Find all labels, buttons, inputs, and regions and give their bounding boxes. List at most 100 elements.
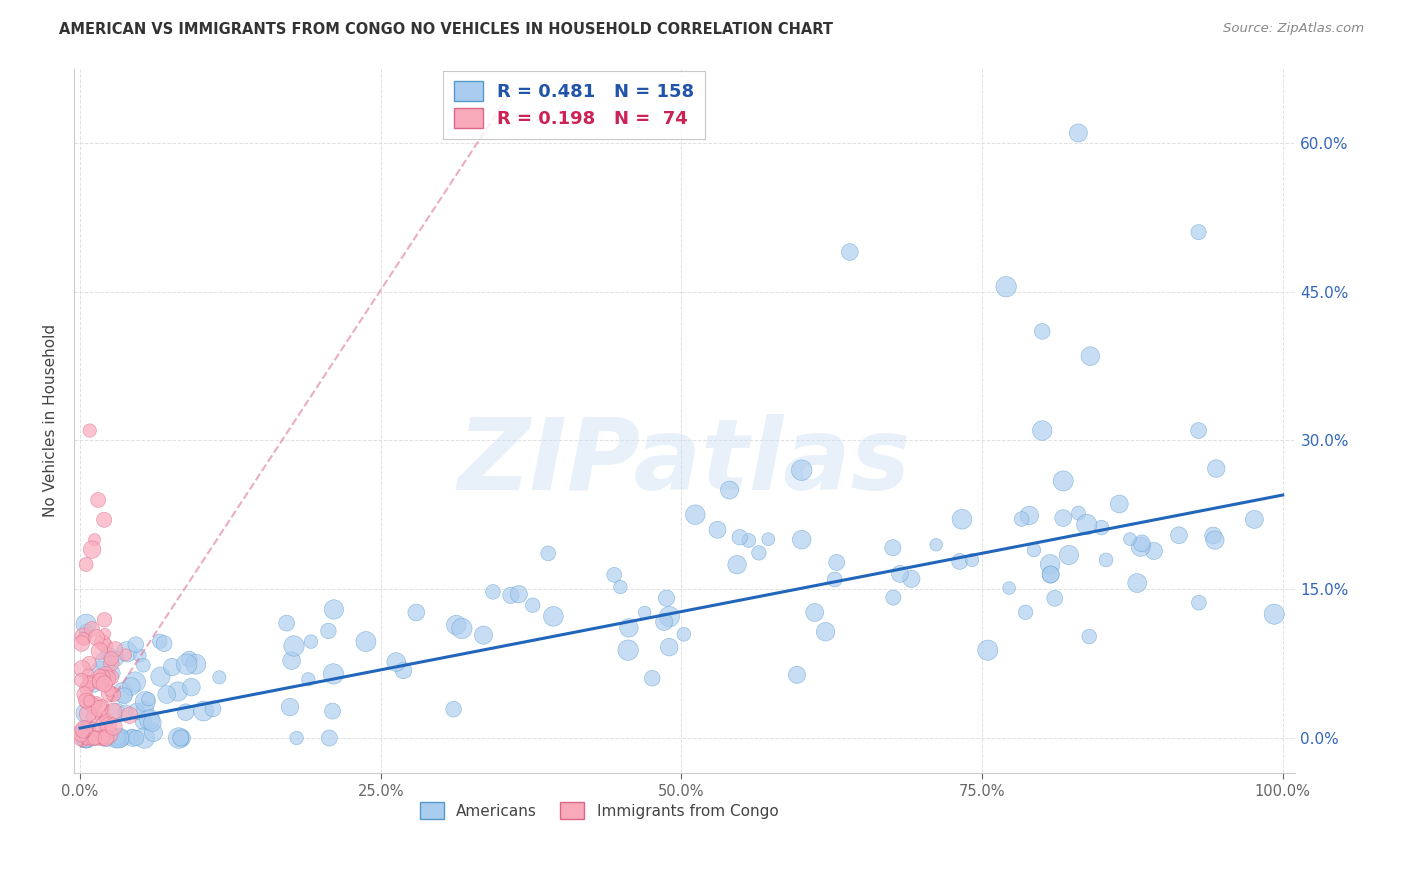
Point <box>652 615 675 629</box>
Point <box>814 624 837 639</box>
Point <box>925 538 948 552</box>
Point <box>718 483 741 497</box>
Point <box>96 713 118 727</box>
Point <box>79 424 101 438</box>
Point <box>1052 474 1074 488</box>
Point <box>725 558 748 572</box>
Legend: Americans, Immigrants from Congo: Americans, Immigrants from Congo <box>413 796 785 825</box>
Point <box>443 702 465 716</box>
Point <box>1187 424 1209 438</box>
Point <box>685 508 707 522</box>
Point <box>141 715 163 730</box>
Point <box>98 687 121 701</box>
Point <box>174 705 197 719</box>
Point <box>166 684 188 698</box>
Point <box>70 636 93 650</box>
Point <box>111 686 134 700</box>
Point <box>1126 576 1149 591</box>
Point <box>125 731 148 745</box>
Point <box>103 688 125 702</box>
Point <box>84 696 107 710</box>
Point <box>322 602 344 616</box>
Point <box>318 624 340 638</box>
Point <box>87 493 110 508</box>
Point <box>193 704 215 718</box>
Point <box>97 647 120 661</box>
Point <box>91 670 114 684</box>
Point <box>89 644 111 658</box>
Point <box>278 700 301 714</box>
Point <box>75 731 97 745</box>
Point <box>1022 543 1045 558</box>
Point <box>79 674 101 689</box>
Point <box>658 640 681 654</box>
Point <box>82 731 104 745</box>
Point <box>134 695 156 709</box>
Point <box>77 677 100 691</box>
Point <box>83 722 105 736</box>
Point <box>170 731 193 745</box>
Point <box>70 731 93 745</box>
Point <box>354 634 377 648</box>
Point <box>76 694 98 708</box>
Point <box>1057 548 1080 562</box>
Point <box>283 639 305 653</box>
Text: Source: ZipAtlas.com: Source: ZipAtlas.com <box>1223 22 1364 36</box>
Point <box>949 554 972 568</box>
Point <box>114 706 136 720</box>
Point <box>1039 567 1062 582</box>
Point <box>91 730 114 744</box>
Point <box>138 692 160 706</box>
Point <box>75 731 97 745</box>
Point <box>167 731 190 745</box>
Point <box>142 725 165 739</box>
Point <box>97 718 120 732</box>
Point <box>790 463 813 477</box>
Point <box>73 723 96 737</box>
Point <box>1052 511 1074 525</box>
Point <box>276 616 298 631</box>
Point <box>86 731 108 745</box>
Point <box>1202 528 1225 542</box>
Point <box>170 731 193 745</box>
Point <box>1095 553 1118 567</box>
Point <box>114 648 136 662</box>
Point <box>1067 126 1090 140</box>
Point <box>803 606 825 620</box>
Point <box>87 675 110 690</box>
Point <box>1243 512 1265 526</box>
Point <box>1043 591 1066 606</box>
Point <box>1018 508 1040 523</box>
Point <box>1078 630 1101 644</box>
Point <box>82 731 104 745</box>
Point <box>94 666 117 681</box>
Point <box>75 624 97 638</box>
Point <box>134 703 156 717</box>
Point <box>392 664 415 678</box>
Point <box>75 731 97 745</box>
Point <box>105 704 128 718</box>
Point <box>94 639 117 653</box>
Point <box>786 668 808 682</box>
Point <box>472 628 495 642</box>
Point <box>89 702 111 716</box>
Point <box>318 731 340 745</box>
Point <box>93 677 115 691</box>
Point <box>1078 349 1101 363</box>
Point <box>73 632 96 646</box>
Point <box>89 668 111 682</box>
Point <box>641 671 664 685</box>
Point <box>537 546 560 560</box>
Point <box>100 670 122 684</box>
Point <box>76 681 98 695</box>
Point <box>132 714 155 729</box>
Point <box>1188 596 1211 610</box>
Point <box>1039 558 1062 572</box>
Y-axis label: No Vehicles in Household: No Vehicles in Household <box>44 324 58 517</box>
Point <box>1014 605 1036 619</box>
Point <box>1130 536 1153 550</box>
Point <box>70 726 93 740</box>
Point <box>93 613 115 627</box>
Point <box>100 651 122 665</box>
Point <box>75 706 97 720</box>
